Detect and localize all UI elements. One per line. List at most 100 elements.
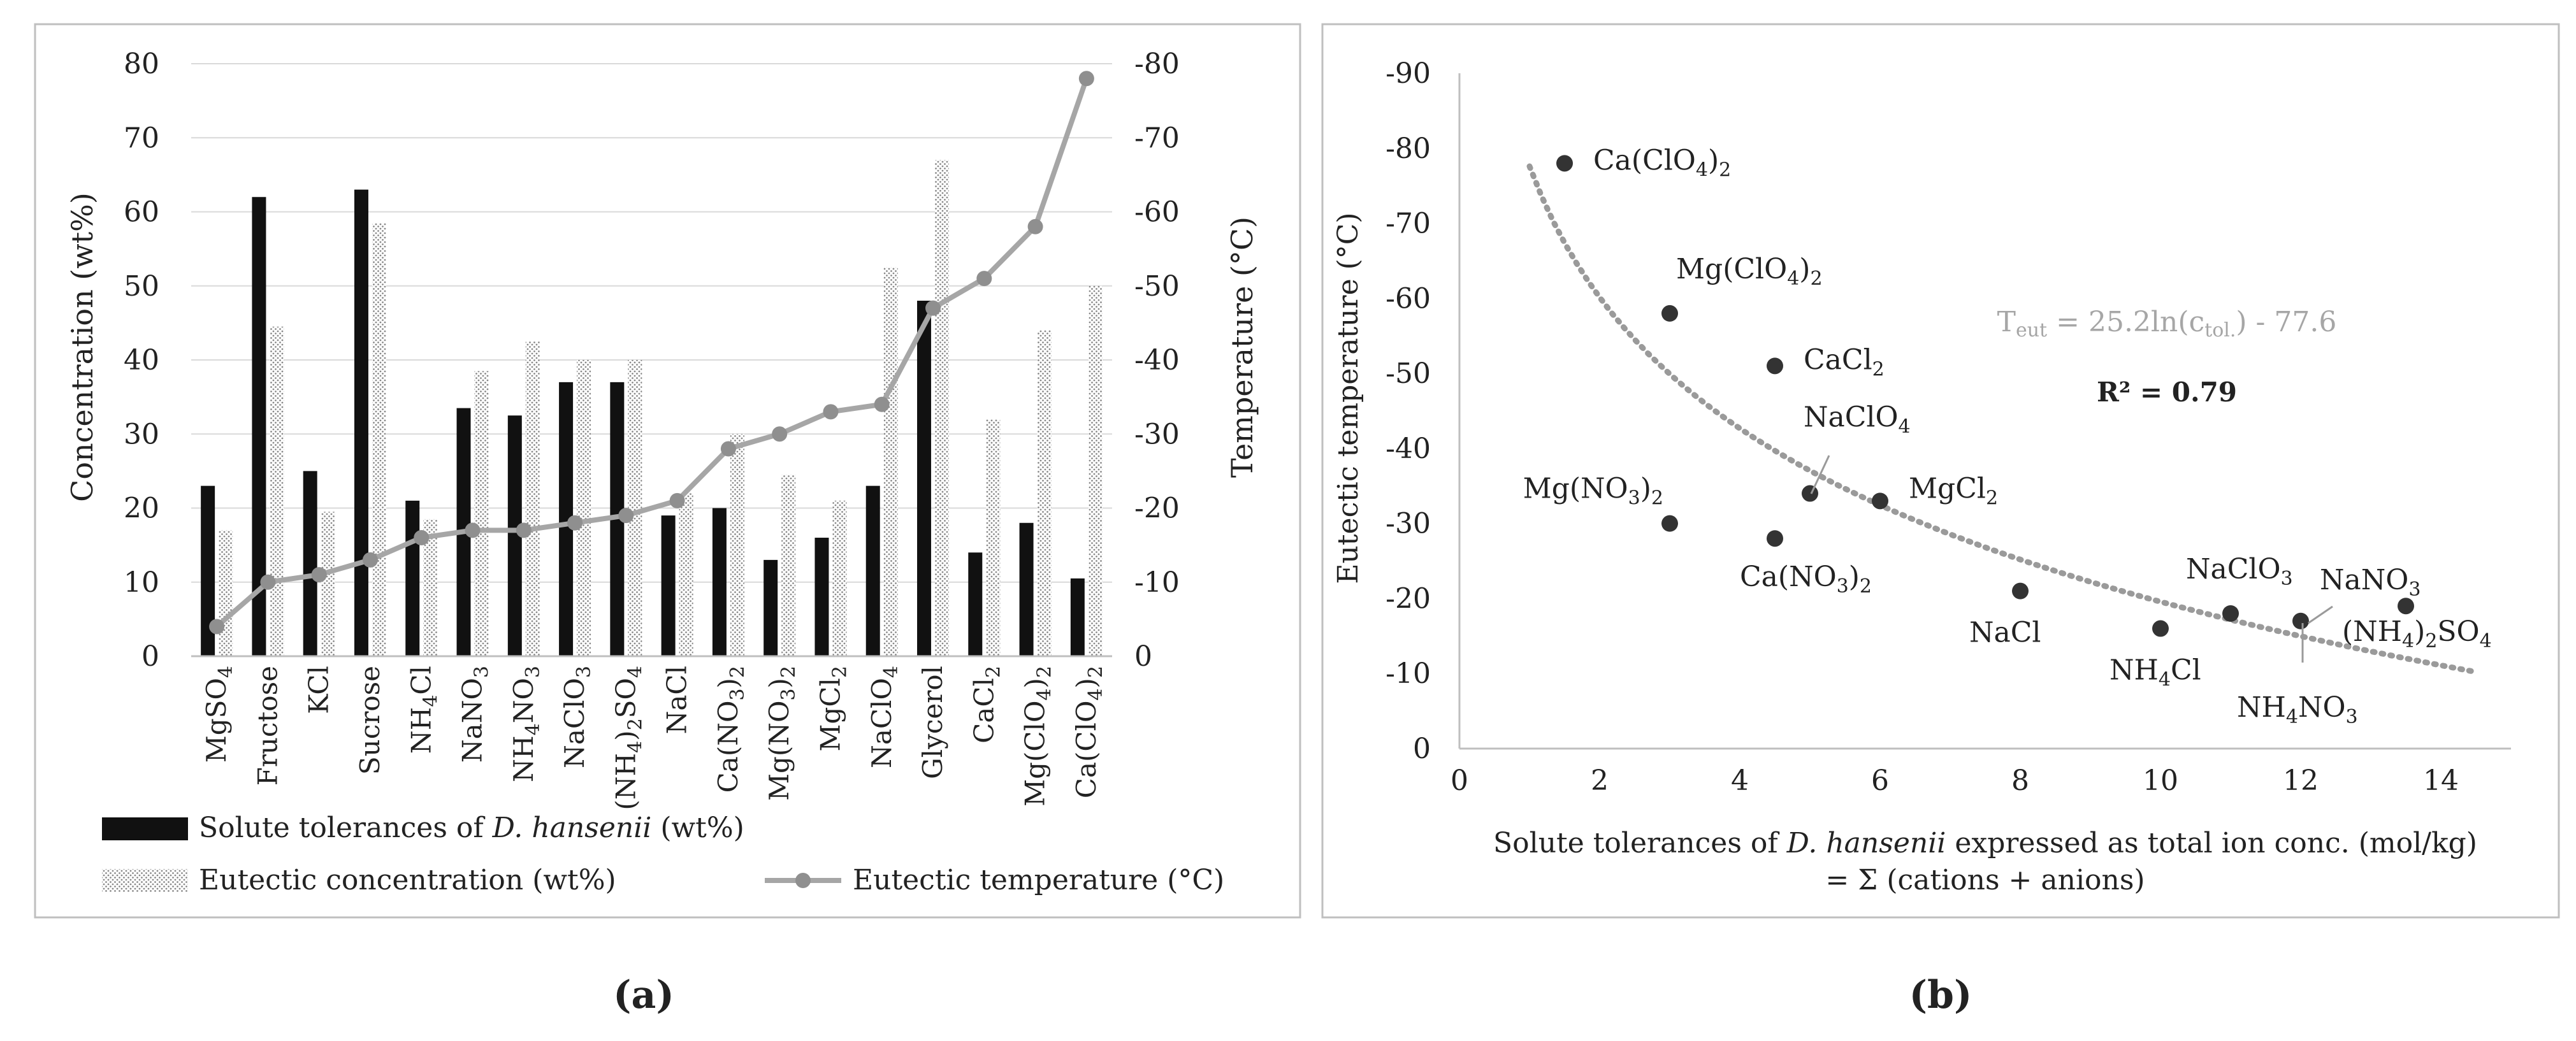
point-nh4no3	[2292, 612, 2309, 629]
bar-solute-ca-clo4-2	[1070, 578, 1085, 656]
panel-a-legend: Solute tolerances of D. hansenii (wt%) E…	[102, 812, 1224, 896]
panel-a-right-tick-label: -30	[1134, 418, 1180, 450]
category-label-mgcl2: MgCl2​	[814, 666, 851, 752]
bar-eutectic-mg-clo4-2	[1037, 330, 1052, 656]
temperature-point-kcl	[311, 567, 327, 583]
panel-b-x-axis-ticks: 0 2 4 6 8 10 12 14	[1451, 765, 2459, 797]
panel-b-y-tick-label: -80	[1386, 133, 1431, 165]
temperature-point-ca-no3-2	[720, 441, 736, 457]
point-label-nh4no3: NH4NO3​	[2237, 691, 2358, 728]
panel-b-x-tick-label: 4	[1731, 765, 1749, 797]
legend-eutectic-conc-swatch	[102, 869, 188, 892]
legend-eutectic-temp-label: Eutectic temperature (°C)	[853, 864, 1224, 896]
point-label-mg-no3-2: Mg(NO3)2​	[1523, 473, 1663, 510]
temperature-point-glycerol	[925, 300, 941, 316]
legend-solute-swatch	[102, 817, 188, 840]
panel-b-trendline	[1526, 163, 2479, 675]
panel-b-equation: Teut = 25.2ln(ctol.) - 77.6	[1997, 306, 2337, 341]
point-naclo4	[1802, 485, 1818, 502]
panel-a-left-tick-label: 60	[124, 196, 159, 229]
category-label-kcl: KCl	[303, 666, 335, 714]
category-label-nacl: NaCl	[662, 666, 693, 734]
panel-a-y-axis-label-right: Temperature (°C)	[1225, 217, 1259, 478]
panel-a-y-axis-label-left: Concentration (wt%)	[65, 192, 99, 502]
panel-b-y-tick-label: -10	[1386, 657, 1431, 690]
bar-eutectic-nacl	[679, 493, 693, 656]
point-ca-no3-2	[1767, 530, 1783, 547]
point-mg-clo4-2	[1661, 305, 1678, 322]
panel-a-category-labels: MgSO4​ Fructose KCl Sucrose NH4Cl NaNO3​ NH4NO…	[201, 666, 1107, 810]
bar-solute-naclo4	[865, 485, 880, 656]
panel-b-y-tick-label: -30	[1386, 508, 1431, 540]
panel-a-right-tick-label: -40	[1134, 344, 1180, 377]
temperature-series-line	[215, 77, 1089, 629]
point-label-naclo4: NaClO4​	[1804, 401, 1911, 438]
bar-eutectic-naclo3	[577, 360, 591, 656]
panel-b-x-tick-label: 12	[2283, 765, 2319, 797]
panel-b-y-axis-ticks: 0 -10 -20 -30 -40 -50 -60 -70 -80 -90	[1386, 57, 1431, 765]
legend-solute-label: Solute tolerances of D. hansenii (wt%)	[199, 812, 744, 844]
panel-b-x-axis-label-line2: = Σ (cations + anions)	[1825, 864, 2145, 896]
panel-b-y-axis-label: Eutectic temperature (°C)	[1332, 212, 1364, 584]
bar-solute-sucrose	[354, 189, 368, 656]
category-label-ca-clo4-2: Ca(ClO4)2​	[1071, 666, 1107, 798]
panel-a-right-axis-ticks: 0 -10 -20 -30 -40 -50 -60 -70 -80	[1134, 48, 1180, 673]
panel-a-right-tick-label: -80	[1134, 48, 1180, 80]
temperature-point-nh4-2so4	[618, 508, 634, 524]
temperature-point-nh4cl	[414, 530, 430, 545]
category-label-mg-clo4-2: Mg(ClO4)2​	[1020, 666, 1056, 807]
bar-eutectic-nh4-2so4	[628, 360, 642, 656]
point-ca-clo4-2	[1556, 155, 1573, 172]
bar-eutectic-ca-clo4-2	[1088, 285, 1103, 656]
panel-b-chart: 0 -10 -20 -30 -40 -50 -60 -70 -80 -90 0 2 4 6 8 10 12 14…	[1321, 23, 2560, 1017]
bar-solute-mgso4	[201, 485, 215, 656]
bar-solute-cacl2	[968, 552, 983, 656]
panel-a-left-tick-label: 70	[124, 122, 159, 154]
bar-eutectic-nh4cl	[423, 519, 438, 656]
panel-a-gridlines	[191, 63, 1112, 583]
panel-b-point-labels: Ca(ClO4)2​ Mg(ClO4)2​ Mg(NO3)2​ CaCl2​ Ca(NO…	[1523, 144, 2492, 728]
category-label-glycerol: Glycerol	[917, 666, 948, 779]
panel-b-y-tick-label: -90	[1386, 57, 1431, 90]
bar-eutectic-sucrose	[372, 222, 386, 656]
panel-b-y-tick-label: -70	[1386, 208, 1431, 240]
panel-b-y-tick-label: -50	[1386, 357, 1431, 390]
temperature-point-cacl2	[976, 271, 992, 287]
panel-a-frame	[34, 23, 1301, 919]
category-label-naclo3: NaClO3​	[559, 666, 595, 768]
temperature-point-naclo3	[567, 515, 583, 531]
temperature-point-nano3	[465, 522, 481, 538]
bar-solute-kcl	[303, 471, 317, 656]
panel-b-y-tick-label: -60	[1386, 282, 1431, 315]
temperature-point-nh4no3	[516, 522, 532, 538]
panel-a-left-tick-label: 40	[124, 344, 159, 377]
bar-solute-mg-no3-2	[763, 559, 778, 656]
panel-a-chart: 0 10 20 30 40 50 60 70 80 0 -10 -20 -30 -40 -50 -60 -70…	[34, 23, 1301, 1017]
temperature-point-mgcl2	[823, 404, 839, 420]
bar-eutectic-nano3	[474, 371, 489, 656]
bar-eutectic-kcl	[321, 512, 335, 656]
panel-b-x-axis-label: Solute tolerances of D. hansenii express…	[1493, 827, 2477, 859]
panel-a-left-tick-label: 30	[124, 418, 159, 450]
point-mg-no3-2	[1661, 515, 1678, 532]
bar-eutectic-ca-no3-2	[730, 434, 744, 656]
category-label-nh4cl: NH4Cl	[405, 666, 442, 754]
panel-b-points	[1556, 155, 2414, 637]
bar-solute-ca-no3-2	[712, 508, 727, 656]
category-label-nh4no3: NH4NO3​	[508, 666, 544, 782]
panel-a-right-tick-label: 0	[1134, 640, 1152, 673]
bar-eutectic-fructose	[270, 326, 284, 656]
panel-a-left-axis-ticks: 0 10 20 30 40 50 60 70 80	[124, 48, 159, 673]
point-label-mg-clo4-2: Mg(ClO4)2​	[1676, 253, 1823, 290]
point-label-ca-no3-2: Ca(NO3)2​	[1740, 561, 1872, 598]
panel-b-leader-lines	[1810, 455, 2333, 663]
point-label-cacl2: CaCl2​	[1804, 343, 1885, 380]
panel-b-y-tick-label: -20	[1386, 582, 1431, 615]
category-label-naclo4: NaClO4​	[866, 666, 902, 768]
panel-a-left-tick-label: 10	[124, 566, 159, 599]
bar-eutectic-nh4no3	[525, 341, 540, 656]
point-label-mgcl2: MgCl2​	[1909, 472, 1998, 509]
panel-b-frame	[1321, 23, 2560, 919]
panel-a-right-tick-label: -50	[1134, 270, 1180, 303]
